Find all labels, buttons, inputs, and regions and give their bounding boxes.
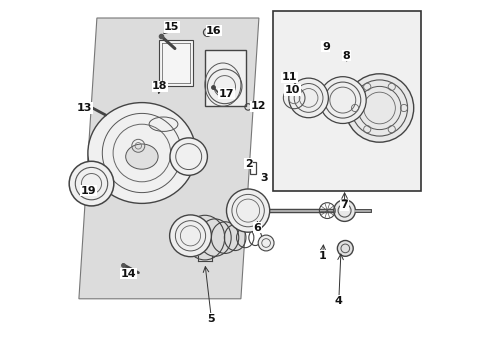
Text: 12: 12 bbox=[250, 101, 265, 111]
Bar bbox=[159, 40, 193, 86]
Text: 19: 19 bbox=[81, 186, 96, 196]
Text: 8: 8 bbox=[342, 51, 350, 61]
Text: 17: 17 bbox=[218, 89, 234, 99]
Text: 14: 14 bbox=[121, 269, 136, 279]
Text: 11: 11 bbox=[281, 72, 297, 82]
Text: 15: 15 bbox=[164, 22, 179, 32]
Circle shape bbox=[170, 138, 207, 175]
Ellipse shape bbox=[125, 144, 158, 169]
Circle shape bbox=[169, 215, 211, 257]
Circle shape bbox=[345, 74, 413, 142]
Circle shape bbox=[258, 235, 273, 251]
Text: 7: 7 bbox=[340, 200, 348, 210]
Circle shape bbox=[319, 77, 366, 123]
Text: 4: 4 bbox=[334, 296, 342, 306]
Text: 18: 18 bbox=[152, 81, 167, 91]
Circle shape bbox=[337, 240, 352, 256]
Circle shape bbox=[333, 200, 355, 221]
Text: 16: 16 bbox=[205, 26, 221, 36]
Bar bbox=[204, 50, 246, 106]
Bar bbox=[273, 11, 420, 191]
Text: 13: 13 bbox=[77, 103, 92, 113]
Circle shape bbox=[288, 78, 328, 118]
Bar bbox=[249, 162, 255, 174]
Text: 5: 5 bbox=[207, 314, 215, 324]
Text: 6: 6 bbox=[253, 222, 261, 233]
Text: 2: 2 bbox=[244, 159, 252, 169]
Polygon shape bbox=[79, 18, 258, 299]
Text: 3: 3 bbox=[260, 173, 267, 183]
Circle shape bbox=[226, 189, 269, 232]
Text: 9: 9 bbox=[321, 42, 329, 52]
Text: 10: 10 bbox=[284, 85, 300, 95]
Ellipse shape bbox=[88, 103, 196, 203]
Circle shape bbox=[69, 161, 114, 206]
Text: 1: 1 bbox=[318, 251, 326, 261]
